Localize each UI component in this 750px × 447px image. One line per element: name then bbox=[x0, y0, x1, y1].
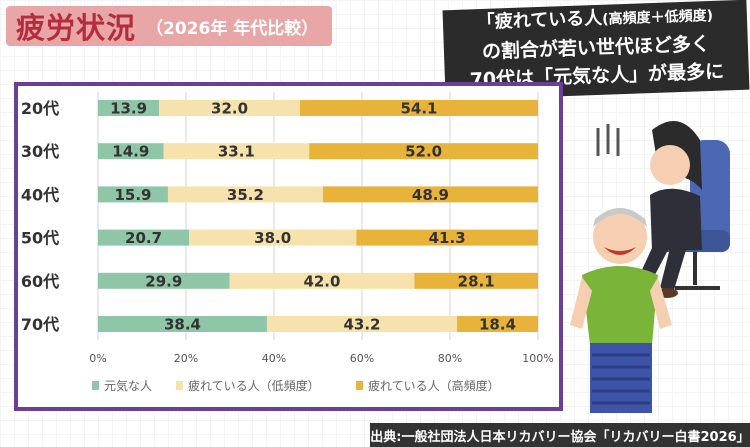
category-label: 70代 bbox=[21, 315, 59, 334]
arm-shape-2 bbox=[650, 277, 672, 329]
x-tick-label: 60% bbox=[350, 352, 374, 365]
legend-label: 疲れている人（低頻度） bbox=[188, 378, 320, 393]
bar-segment bbox=[98, 316, 267, 332]
bar-segment bbox=[189, 229, 357, 246]
data-label: 13.9 bbox=[110, 100, 147, 118]
stress-lines bbox=[596, 124, 620, 156]
category-label: 30代 bbox=[21, 142, 59, 161]
x-tick-label: 20% bbox=[174, 352, 198, 365]
data-label: 14.9 bbox=[112, 143, 149, 161]
legend-label: 元気な人 bbox=[104, 378, 152, 393]
data-label: 38.4 bbox=[164, 316, 201, 334]
legend-label: 疲れている人（高頻度） bbox=[368, 378, 500, 393]
face-shape bbox=[593, 210, 647, 264]
x-tick-label: 40% bbox=[262, 352, 286, 365]
data-label: 43.2 bbox=[343, 316, 380, 334]
bar-segment bbox=[266, 316, 458, 332]
category-label: 40代 bbox=[21, 185, 59, 204]
category-label: 60代 bbox=[21, 272, 59, 291]
bar-segment bbox=[322, 186, 538, 203]
page-subtitle: （2026年 年代比較） bbox=[146, 18, 319, 39]
pants-stripes bbox=[592, 353, 650, 405]
bar-segment bbox=[159, 100, 300, 116]
bar-segment bbox=[457, 316, 538, 332]
bar-segment bbox=[98, 272, 230, 289]
legend-swatch bbox=[356, 381, 363, 390]
bar-segment bbox=[167, 186, 323, 203]
data-label: 29.9 bbox=[145, 272, 182, 290]
mouth-shape bbox=[604, 247, 636, 255]
data-label: 32.0 bbox=[211, 100, 248, 118]
hair-shape bbox=[593, 208, 647, 227]
bar-segment bbox=[229, 272, 415, 289]
data-label: 52.0 bbox=[405, 143, 442, 161]
chart-frame bbox=[14, 82, 563, 411]
bar-segment bbox=[98, 229, 190, 246]
bar-segment bbox=[163, 143, 310, 160]
bar-segment bbox=[98, 143, 164, 160]
x-tick-label: 80% bbox=[438, 352, 462, 365]
leg-shape-2 bbox=[660, 248, 686, 290]
suit-shape bbox=[650, 188, 702, 250]
data-label: 20.7 bbox=[125, 229, 162, 247]
shirt-shape bbox=[582, 266, 658, 345]
data-label: 42.0 bbox=[303, 272, 340, 290]
category-label: 20代 bbox=[21, 99, 59, 118]
smiling-elderly-man-illustration bbox=[570, 208, 672, 413]
source-caption: 出典:一般社団法人日本リカバリー協会「リカバリー白書2026」 bbox=[370, 423, 750, 447]
data-label: 35.2 bbox=[227, 186, 264, 204]
title-badge: 疲労状況 （2026年 年代比較） bbox=[6, 6, 333, 46]
data-label: 54.1 bbox=[400, 100, 437, 118]
bar-segment bbox=[299, 100, 538, 116]
arm-shape bbox=[570, 277, 592, 329]
face-shape bbox=[650, 145, 690, 185]
legend-swatch bbox=[176, 381, 183, 390]
data-label: 28.1 bbox=[458, 272, 495, 290]
data-label: 48.9 bbox=[412, 186, 449, 204]
page-title: 疲労状況 bbox=[16, 11, 137, 45]
data-label: 18.4 bbox=[479, 316, 516, 334]
x-tick-label: 0% bbox=[89, 352, 106, 365]
bar-segment bbox=[98, 186, 168, 203]
bar-segment bbox=[414, 272, 538, 289]
category-label: 50代 bbox=[21, 229, 59, 248]
bar-segment bbox=[309, 143, 538, 160]
legend-swatch bbox=[92, 381, 99, 390]
bar-segment bbox=[98, 100, 160, 116]
bar-segment bbox=[356, 229, 538, 246]
data-label: 38.0 bbox=[254, 229, 291, 247]
x-tick-label: 100% bbox=[522, 352, 553, 365]
data-label: 15.9 bbox=[114, 186, 151, 204]
data-label: 41.3 bbox=[429, 229, 466, 247]
data-label: 33.1 bbox=[218, 143, 255, 161]
